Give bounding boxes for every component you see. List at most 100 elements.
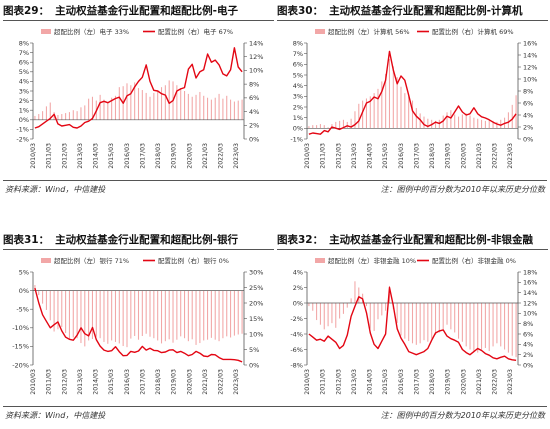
overweight-bar [373, 93, 375, 129]
overweight-bar [61, 290, 63, 328]
right-tick-label: 30% [249, 268, 263, 276]
x-tick-label: 2020/03 [460, 143, 467, 169]
x-tick-label: 2016/03 [398, 143, 405, 169]
left-tick-label: 8% [19, 39, 29, 47]
overweight-bar [346, 303, 348, 308]
legend-swatch-bar [315, 29, 325, 34]
overweight-bar [153, 290, 155, 339]
overweight-bar [392, 66, 394, 129]
overweight-bar [237, 100, 239, 120]
overweight-bar [484, 120, 486, 129]
weight-line [308, 286, 517, 361]
right-tick-label: 8% [523, 320, 533, 328]
right-tick-label: 4% [249, 108, 259, 116]
left-tick-label: 8% [293, 39, 303, 47]
overweight-bar [230, 99, 232, 120]
overweight-bar [335, 303, 337, 328]
x-tick-label: 2022/03 [492, 369, 499, 395]
overweight-bar [153, 92, 155, 120]
left-tick-label: 0% [293, 125, 303, 133]
x-tick-label: 2010/03 [304, 143, 311, 169]
x-tick-label: 2016/03 [124, 369, 131, 395]
overweight-bar [130, 290, 132, 339]
overweight-bar [122, 290, 124, 347]
left-tick-label: 3% [293, 93, 303, 101]
overweight-bar [423, 303, 425, 341]
chart-computer: 超配比例（左）计算机 56% 配置比例（右）计算机 69% -1% 0% 1% 2% 3% 4… [290, 27, 537, 169]
overweight-bar [99, 290, 101, 339]
left-tick-label: 6% [293, 61, 303, 69]
overweight-bar [187, 290, 189, 342]
legend-label-overweight: 超配比例（左）电子 33% [54, 27, 129, 36]
overweight-bar [385, 73, 387, 129]
overweight-bar [195, 94, 197, 120]
overweight-bar [103, 99, 105, 120]
weight-line [34, 287, 243, 363]
overweight-bar [350, 298, 352, 303]
overweight-bar [354, 111, 356, 129]
right-tick-label: 15% [249, 315, 263, 323]
right-tick-label: 14% [249, 39, 263, 47]
overweight-bar [442, 115, 444, 129]
right-tick-label: 10% [249, 330, 263, 338]
left-tick-label: 5% [19, 268, 29, 276]
overweight-bar [415, 108, 417, 129]
legend-label-weight: 配置比例（右）电子 67% [158, 27, 233, 36]
overweight-bar [488, 303, 490, 352]
left-tick-label: 0% [19, 116, 29, 124]
x-tick-label: 2017/03 [413, 143, 420, 169]
overweight-bar [49, 290, 51, 321]
overweight-bar [80, 107, 82, 120]
chart-number: 图表31： [3, 234, 50, 246]
overweight-bar [191, 290, 193, 340]
x-tick-label: 2014/03 [367, 369, 374, 395]
legend-swatch-bar [41, 29, 51, 34]
overweight-bar [195, 290, 197, 345]
overweight-bar [339, 303, 341, 319]
left-tick-label: 7% [293, 50, 303, 58]
overweight-bar [446, 112, 448, 129]
overweight-bar [377, 88, 379, 129]
overweight-bar [381, 81, 383, 129]
left-tick-label: 2% [293, 103, 303, 111]
x-tick-label: 2021/03 [476, 369, 483, 395]
overweight-bar [316, 125, 318, 129]
x-tick-label: 2012/03 [335, 143, 342, 169]
x-tick-label: 2021/03 [476, 143, 483, 169]
overweight-bar [450, 303, 452, 330]
overweight-bar [203, 290, 205, 341]
overweight-bar [80, 290, 82, 344]
overweight-bar [492, 120, 494, 129]
right-tick-label: 8% [249, 80, 259, 88]
left-tick-label: 4% [19, 78, 29, 86]
overweight-bar [396, 303, 398, 324]
overweight-bar [65, 113, 67, 120]
left-tick-label: 1% [19, 107, 29, 115]
weight-line [308, 50, 517, 135]
overweight-bar [469, 303, 471, 350]
chart-title: 图表32： 主动权益基金行业配置和超配比例-非银金融 [277, 232, 548, 250]
source-note-top: 资料来源：Wind，中信建投 [5, 185, 106, 194]
overweight-bar [496, 303, 498, 344]
x-tick-label: 2019/03 [171, 369, 178, 395]
overweight-bar [373, 303, 375, 331]
weight-line [34, 47, 243, 129]
overweight-bar [354, 281, 356, 303]
x-tick-label: 2014/03 [93, 143, 100, 169]
x-tick-label: 2015/03 [382, 369, 389, 395]
chart-panel-nonbank-finance: 图表32： 主动权益基金行业配置和超配比例-非银金融 超配比例（左）非银金融 10… [277, 232, 548, 405]
overweight-bar [207, 97, 209, 120]
overweight-bar [207, 290, 209, 340]
overweight-bar [34, 115, 36, 120]
overweight-bar [316, 303, 318, 321]
overweight-bar [172, 290, 174, 343]
right-tick-label: 10% [523, 310, 537, 318]
overweight-bar [423, 116, 425, 129]
overweight-bar [168, 290, 170, 340]
right-tick-label: 12% [523, 63, 537, 71]
x-tick-label: 2020/03 [460, 369, 467, 395]
x-tick-label: 2011/03 [320, 143, 327, 169]
legend-swatch-bar [41, 258, 51, 263]
overweight-bar [164, 290, 166, 342]
overweight-bar [134, 290, 136, 336]
